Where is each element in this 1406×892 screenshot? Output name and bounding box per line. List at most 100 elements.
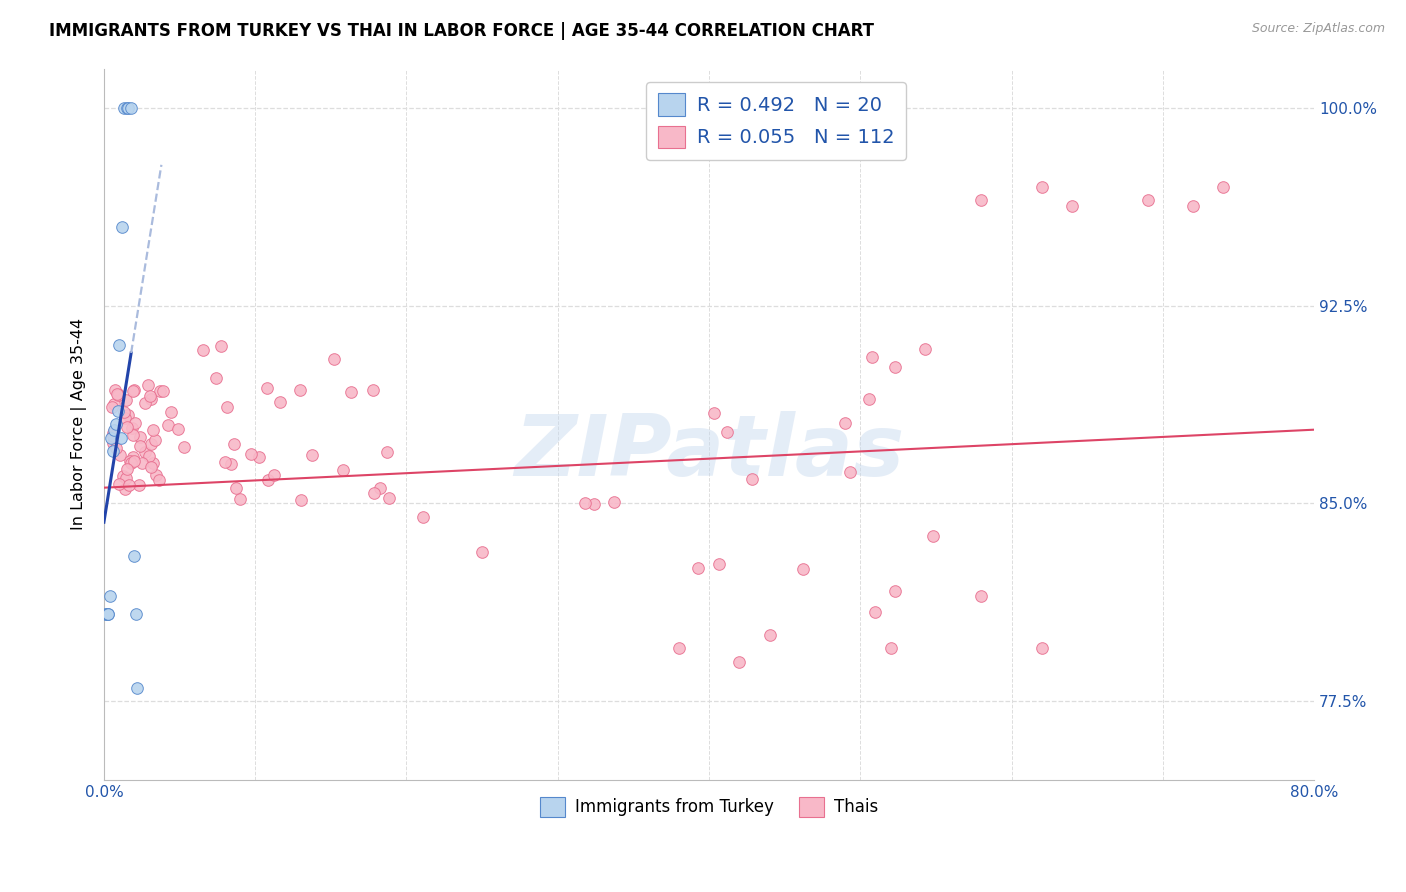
Point: [103, 397, 125, 411]
Point: [124, 607, 146, 622]
Point: [134, 444, 156, 458]
Point: [108, 338, 131, 352]
Point: [758, 628, 780, 642]
Point: [884, 584, 907, 599]
Point: [98, 589, 121, 603]
Point: [124, 416, 146, 430]
Point: [118, 477, 141, 491]
Point: [107, 388, 129, 402]
Point: [290, 493, 312, 508]
Point: [96, 607, 118, 622]
Point: [834, 416, 856, 430]
Point: [122, 450, 145, 464]
Point: [103, 429, 125, 443]
Point: [263, 468, 285, 483]
Point: [1031, 641, 1053, 656]
Point: [363, 486, 385, 500]
Point: [471, 545, 494, 559]
Point: [219, 458, 242, 472]
Point: [412, 510, 434, 524]
Point: [134, 396, 156, 410]
Point: [863, 605, 886, 619]
Point: [142, 423, 165, 437]
Point: [128, 430, 150, 444]
Point: [104, 384, 127, 398]
Point: [217, 400, 239, 414]
Legend: Immigrants from Turkey, Thais: Immigrants from Turkey, Thais: [531, 789, 886, 825]
Point: [100, 431, 122, 445]
Point: [139, 437, 162, 451]
Point: [101, 435, 124, 450]
Point: [1136, 194, 1159, 208]
Point: [120, 456, 142, 470]
Point: [112, 405, 135, 419]
Point: [112, 469, 135, 483]
Point: [152, 384, 174, 398]
Point: [143, 433, 166, 447]
Y-axis label: In Labor Force | Age 35-44: In Labor Force | Age 35-44: [72, 318, 87, 531]
Point: [115, 471, 138, 485]
Point: [149, 384, 172, 399]
Point: [115, 101, 138, 115]
Point: [108, 448, 131, 462]
Text: ZIPatlas: ZIPatlas: [513, 411, 904, 494]
Point: [205, 371, 228, 385]
Point: [131, 456, 153, 470]
Point: [148, 473, 170, 487]
Point: [117, 101, 139, 115]
Point: [970, 194, 993, 208]
Point: [224, 436, 246, 450]
Point: [94, 607, 117, 622]
Point: [225, 481, 247, 495]
Point: [1031, 180, 1053, 194]
Point: [121, 421, 143, 435]
Point: [269, 394, 291, 409]
Point: [156, 417, 179, 432]
Point: [122, 427, 145, 442]
Point: [792, 562, 814, 576]
Point: [583, 497, 606, 511]
Point: [229, 492, 252, 507]
Text: IMMIGRANTS FROM TURKEY VS THAI IN LABOR FORCE | AGE 35-44 CORRELATION CHART: IMMIGRANTS FROM TURKEY VS THAI IN LABOR …: [49, 22, 875, 40]
Point: [574, 496, 596, 510]
Point: [193, 343, 215, 357]
Point: [160, 405, 183, 419]
Point: [686, 561, 709, 575]
Point: [970, 589, 993, 603]
Point: [256, 473, 278, 487]
Point: [101, 401, 124, 415]
Point: [860, 350, 883, 364]
Point: [603, 494, 626, 508]
Point: [115, 420, 138, 434]
Point: [105, 417, 128, 432]
Point: [114, 411, 136, 425]
Point: [707, 557, 730, 571]
Point: [97, 607, 120, 622]
Point: [122, 453, 145, 467]
Text: Source: ZipAtlas.com: Source: ZipAtlas.com: [1251, 22, 1385, 36]
Point: [368, 481, 391, 495]
Point: [128, 478, 150, 492]
Point: [128, 439, 150, 453]
Point: [838, 466, 860, 480]
Point: [884, 359, 907, 374]
Point: [138, 378, 160, 392]
Point: [209, 338, 232, 352]
Point: [114, 482, 136, 496]
Point: [139, 460, 162, 475]
Point: [879, 641, 901, 656]
Point: [1060, 198, 1083, 212]
Point: [108, 477, 131, 491]
Point: [117, 409, 139, 423]
Point: [247, 450, 270, 464]
Point: [138, 449, 160, 463]
Point: [145, 468, 167, 483]
Point: [323, 352, 346, 367]
Point: [103, 423, 125, 437]
Point: [107, 386, 129, 401]
Point: [138, 389, 160, 403]
Point: [107, 404, 129, 418]
Point: [122, 383, 145, 397]
Point: [214, 455, 236, 469]
Point: [290, 383, 312, 397]
